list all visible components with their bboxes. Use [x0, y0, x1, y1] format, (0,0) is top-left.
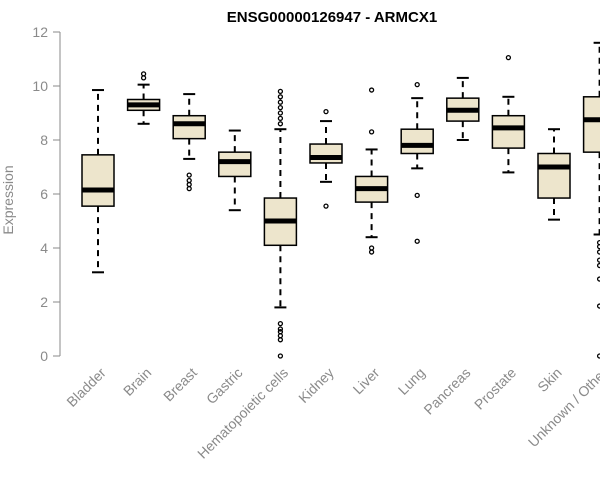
outlier-point [140, 75, 147, 81]
outlier-point [186, 185, 192, 192]
outlier-point [277, 99, 284, 105]
outlier-point [414, 192, 420, 199]
box-brain [126, 71, 161, 125]
outlier-point [277, 353, 284, 359]
box-kidney [309, 109, 343, 209]
outlier-point [277, 329, 284, 335]
outlier-point [277, 94, 284, 100]
box-pancreas [446, 76, 480, 141]
y-tick-label: 10 [32, 78, 48, 94]
box-body [218, 151, 252, 178]
box-body [491, 114, 526, 149]
y-tick-label: 2 [40, 294, 48, 310]
category-label: Pancreas [420, 364, 473, 417]
box-body [582, 96, 600, 153]
outlier-point [505, 55, 512, 61]
box-hematopoietic-cells [263, 88, 298, 359]
y-axis: 0 2 4 6 8 10 12 [32, 24, 61, 364]
y-tick-label: 8 [40, 132, 48, 148]
box-body [172, 114, 206, 140]
outlier-point [323, 203, 329, 209]
box-liver [354, 87, 389, 255]
box-body [400, 128, 434, 155]
outlier-point [277, 320, 284, 327]
outlier-point [277, 88, 284, 95]
category-label: Liver [350, 364, 383, 397]
box-unknown-other [582, 41, 600, 359]
y-tick-label: 0 [40, 348, 48, 364]
y-tick-label: 6 [40, 186, 48, 202]
outlier-point [368, 249, 375, 255]
category-label: Gastric [203, 364, 246, 407]
y-tick-label: 12 [32, 24, 48, 40]
box-bladder [81, 89, 115, 274]
box-skin [537, 128, 571, 221]
category-label: Lung [395, 364, 428, 397]
box-body [537, 152, 571, 199]
outlier-point [140, 71, 147, 77]
category-label: Skin [534, 364, 565, 395]
outlier-point [414, 238, 420, 244]
box-prostate [491, 55, 526, 174]
box-breast [172, 93, 206, 192]
category-label: Brain [120, 364, 154, 398]
outlier-point [277, 104, 284, 111]
box-body [81, 154, 115, 207]
outlier-point [186, 172, 192, 178]
category-label: Kidney [295, 364, 337, 406]
outlier-point [414, 82, 420, 88]
outlier-point [368, 87, 375, 93]
box-body [309, 143, 343, 164]
y-tick-label: 4 [40, 240, 48, 256]
outlier-point [277, 121, 284, 127]
outlier-point [277, 110, 284, 116]
category-label: Prostate [471, 364, 519, 412]
box-gastric [218, 129, 252, 212]
category-label: Bladder [63, 364, 109, 410]
y-axis-label: Expression [0, 165, 16, 234]
outlier-point [186, 181, 192, 188]
outlier-point [277, 326, 284, 332]
chart-title: ENSG00000126947 - ARMCX1 [227, 9, 437, 26]
outlier-point [368, 129, 375, 135]
boxes-group [81, 41, 600, 359]
category-label: Hematopoietic cells [194, 364, 291, 461]
box-lung [400, 82, 434, 244]
outlier-point [186, 177, 192, 184]
outlier-point [368, 245, 375, 251]
outlier-point [277, 115, 284, 122]
outlier-point [323, 109, 329, 115]
category-label: Breast [160, 364, 200, 404]
